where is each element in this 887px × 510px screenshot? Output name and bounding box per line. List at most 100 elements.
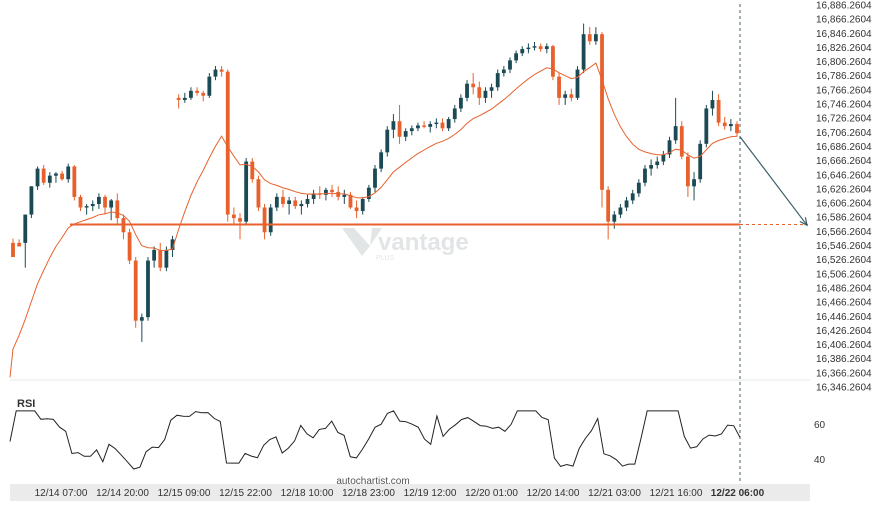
rsi-tick-60: 60 [814,420,826,431]
candle-body [23,214,28,243]
y-tick-label: 16,466.2604 [816,298,872,309]
y-tick-label: 16,806.2604 [816,57,872,68]
candle-body [293,200,298,207]
y-tick-label: 16,746.2604 [816,100,872,111]
candle-body [624,200,629,208]
y-tick-label: 16,766.2604 [816,85,872,96]
candle-body [698,143,703,180]
candle-body [514,53,519,61]
x-tick-label: 12/22 06:00 [711,488,765,499]
candle-body [434,122,439,125]
candle-body [244,161,249,222]
y-axis: 16,886.2604 16,866.2604 16,846.2604 16,826.… [816,1,872,394]
candle-body [704,108,709,144]
candle-body [686,156,690,187]
y-tick-label: 16,386.2604 [816,354,872,365]
candle-body [379,152,384,169]
candle-body [299,203,304,207]
candle-body [146,260,150,318]
candle-body [17,242,22,247]
candle-body [66,166,71,180]
forecast-arrow [739,136,808,226]
rsi-label: RSI [17,398,35,410]
candle-body [422,125,426,127]
candle-body [600,34,604,190]
candle-body [557,76,561,98]
candle-body [440,122,445,129]
candle-body [348,194,353,208]
y-tick-label: 16,546.2604 [816,241,872,252]
y-tick-label: 16,506.2604 [816,269,872,280]
candle-body [630,193,635,201]
candle-body [728,124,733,127]
candle-body [90,203,95,207]
candle-body [551,46,555,77]
candle-body [72,166,77,197]
x-tick-label: 12/21 03:00 [588,488,641,499]
candle-body [538,46,543,50]
candle-body [403,131,408,137]
y-tick-label: 16,366.2604 [816,368,872,379]
y-tick-label: 16,646.2604 [816,170,872,181]
x-tick-label: 12/15 22:00 [219,488,272,499]
candle-body [35,168,40,187]
candle-body [103,196,107,208]
candle-body [305,199,310,204]
candle-body [54,173,58,176]
candle-body [231,214,236,219]
candle-body [213,69,218,77]
candle-body [96,196,101,204]
candle-body [483,90,488,98]
candle-body [268,207,273,233]
candle-body [11,242,15,258]
x-tick-label: 12/14 07:00 [35,488,88,499]
candle-body [189,90,193,98]
candle-body [354,207,359,212]
candle-body [612,214,617,222]
candle-body [360,199,365,212]
candle-body [735,124,739,134]
x-tick-label: 12/19 12:00 [404,488,457,499]
candle-body [342,194,347,197]
candle-body [170,239,175,250]
y-tick-label: 16,566.2604 [816,227,872,238]
candle-body [385,129,390,153]
vantage-logo-icon [342,228,382,256]
y-tick-label: 16,606.2604 [816,199,872,210]
x-tick-label: 12/14 20:00 [96,488,149,499]
candle-body [501,69,506,74]
candle-body [152,249,157,261]
candle-body [692,179,696,187]
candle-body [722,122,727,127]
y-tick-label: 16,446.2604 [816,312,872,323]
candle-body [207,76,212,96]
candle-body [649,165,654,169]
y-tick-label: 16,626.2604 [816,184,872,195]
x-tick-label: 12/20 01:00 [465,488,518,499]
y-tick-label: 16,786.2604 [816,71,872,82]
x-axis-band [10,484,810,501]
candle-body [416,125,420,129]
candle-body [78,196,83,208]
candle-body [109,200,114,208]
y-tick-label: 16,346.2604 [816,383,872,394]
candle-body [477,87,482,98]
candle-body [127,232,132,261]
y-tick-label: 16,526.2604 [816,255,872,266]
candle-body [520,49,525,54]
x-tick-label: 12/18 23:00 [342,488,395,499]
y-tick-label: 16,846.2604 [816,29,872,40]
candle-body [593,34,598,42]
candle-body [238,218,242,222]
candle-body [563,94,568,98]
candle-body [373,168,377,188]
candle-body [274,196,279,208]
candle-body [201,92,206,96]
y-tick-label: 16,486.2604 [816,283,872,294]
candles [11,23,739,342]
candle-body [544,46,549,50]
candle-body [164,249,169,268]
candle-body [495,73,500,88]
watermark: vantage PLUS [342,228,469,262]
candle-body [655,161,660,166]
